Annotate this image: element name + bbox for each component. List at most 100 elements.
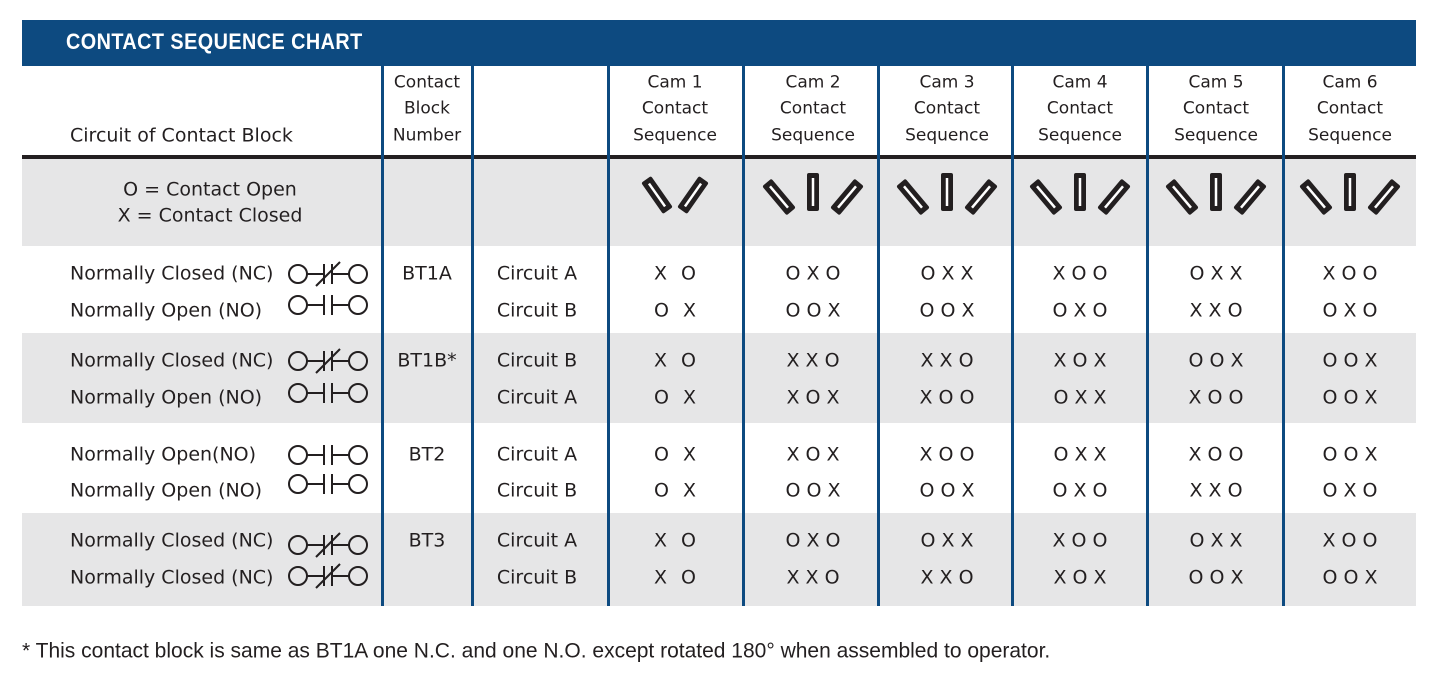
header-cell: Sequence: [1308, 125, 1392, 146]
title: CONTACT SEQUENCE CHART: [66, 29, 363, 54]
block-number: BT3: [408, 529, 446, 552]
circuit-label: Circuit A: [496, 262, 578, 285]
header-cell: Sequence: [905, 125, 989, 146]
header-cell: Cam 4: [1052, 72, 1108, 93]
nc-symbol: [288, 261, 368, 287]
circuit-type: Normally Open (NO): [70, 479, 263, 502]
cam-sequence: X O O: [1322, 262, 1378, 285]
header-cell: Sequence: [1038, 125, 1122, 146]
cam-sequence: O X X: [1189, 262, 1243, 285]
circuit-label: Circuit B: [496, 349, 578, 372]
circuit-label: Circuit B: [496, 566, 578, 589]
header-cell: Contact: [779, 98, 847, 119]
column-divider: [381, 65, 384, 606]
no-symbol: [288, 295, 368, 315]
column-divider: [877, 65, 880, 606]
no-symbol: [288, 474, 368, 494]
cam-sequence: X O O: [1188, 443, 1244, 466]
cam-sequence: O O X: [1322, 443, 1378, 466]
terminal: [288, 474, 308, 494]
legend-text: O = Contact Open: [123, 178, 297, 201]
row-bg: [22, 513, 1416, 606]
cam-sequence: O X: [653, 299, 697, 322]
row-bg: [22, 333, 1416, 423]
cam-sequence: X X O: [1189, 479, 1243, 502]
cam-sequence: O X O: [1052, 299, 1108, 322]
closed-slash: [315, 261, 341, 287]
terminal: [348, 474, 368, 494]
cam-sequence: O O X: [1188, 566, 1244, 589]
terminal: [288, 445, 308, 465]
column-divider: [742, 65, 745, 606]
terminal: [348, 445, 368, 465]
circuit-type: Normally Open(NO): [70, 443, 257, 466]
cam-sequence: O X X: [920, 529, 974, 552]
circuit-type: Normally Closed (NC): [70, 349, 274, 372]
cam-sequence: X O: [653, 529, 697, 552]
terminal: [288, 264, 308, 284]
cam-sequence: X O X: [786, 443, 840, 466]
cam-sequence: O X X: [1053, 443, 1107, 466]
column-divider: [607, 65, 610, 606]
block-number: BT1B*: [397, 349, 457, 372]
cam-sequence: X O O: [1322, 529, 1378, 552]
cam-sequence: O X X: [1189, 529, 1243, 552]
header-cell: Cam 1: [647, 72, 703, 93]
cam-sequence: O X O: [785, 529, 841, 552]
header-cell: Cam 2: [785, 72, 841, 93]
cam-sequence: O O X: [785, 299, 841, 322]
cam-sequence: O X: [653, 443, 697, 466]
circuit-label: Circuit A: [496, 443, 578, 466]
circuit-type: Normally Closed (NC): [70, 566, 274, 589]
header-cell: Sequence: [1174, 125, 1258, 146]
column-divider: [1011, 65, 1014, 606]
cam-sequence: X X O: [1189, 299, 1243, 322]
circuit-type: Normally Open (NO): [70, 299, 263, 322]
header-rule: [22, 155, 1416, 159]
cam-sequence: X O X: [1053, 566, 1107, 589]
terminal: [348, 264, 368, 284]
header-cell: Circuit of Contact Block: [70, 124, 293, 147]
cam-sequence: O X X: [920, 262, 974, 285]
cam-sequence: X O O: [919, 386, 975, 409]
header-cell: Block: [404, 98, 450, 119]
circuit-label: Circuit A: [496, 386, 578, 409]
cam-sequence: X O X: [786, 386, 840, 409]
block-number: BT2: [408, 443, 446, 466]
cam-sequence: O O X: [919, 479, 975, 502]
cam-sequence: O X: [653, 479, 697, 502]
header-cell: Contact: [1182, 98, 1250, 119]
cam-sequence: O O X: [785, 479, 841, 502]
circuit-label: Circuit A: [496, 529, 578, 552]
cam-sequence: X X O: [920, 566, 974, 589]
terminal: [348, 295, 368, 315]
header-cell: Contact: [1046, 98, 1114, 119]
header-cell: Contact: [393, 72, 461, 93]
cam-sequence: O O X: [1188, 349, 1244, 372]
cam-sequence: O O X: [1322, 566, 1378, 589]
header-cell: Contact: [913, 98, 981, 119]
cam-sequence: O O X: [1322, 386, 1378, 409]
header-cell: Contact: [1316, 98, 1384, 119]
cam-sequence: O X O: [1052, 479, 1108, 502]
header-cell: Sequence: [771, 125, 855, 146]
no-symbol: [288, 445, 368, 465]
terminal: [288, 295, 308, 315]
block-number: BT1A: [402, 262, 452, 285]
header-cell: Contact: [641, 98, 709, 119]
cam-sequence: O X O: [1322, 479, 1378, 502]
cam-sequence: O X O: [1322, 299, 1378, 322]
cam-sequence: X X O: [786, 566, 840, 589]
column-divider: [471, 65, 474, 606]
column-divider: [1282, 65, 1285, 606]
circuit-label: Circuit B: [496, 479, 578, 502]
title-bar: [22, 20, 1416, 66]
legend-row-bg: [22, 159, 1416, 246]
header-cell: Cam 5: [1188, 72, 1244, 93]
cam-sequence: O X: [653, 386, 697, 409]
cam-sequence: X O O: [1052, 529, 1108, 552]
circuit-type: Normally Open (NO): [70, 386, 263, 409]
cam-sequence: O X X: [1053, 386, 1107, 409]
column-divider: [1146, 65, 1149, 606]
